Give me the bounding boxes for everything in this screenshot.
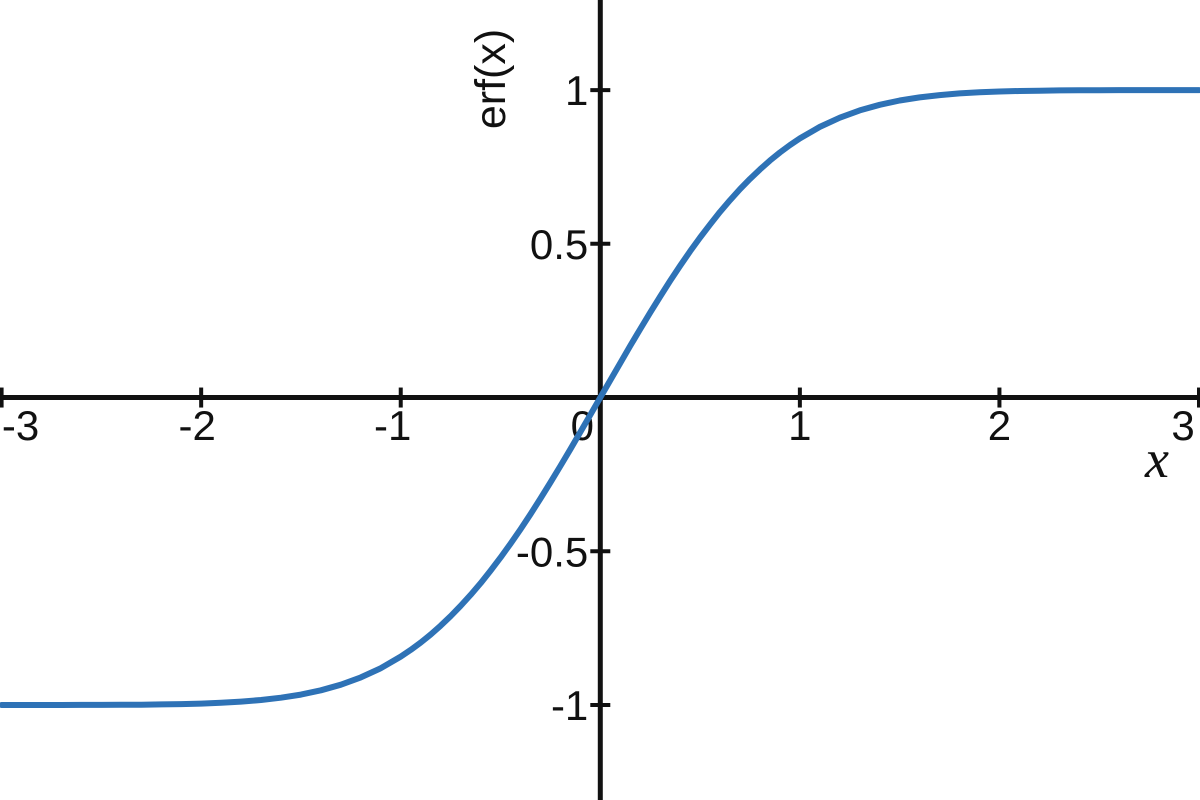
x-axis-label: x: [1144, 429, 1169, 489]
y-axis-label: erf(x): [467, 29, 515, 129]
y-tick-label: -1: [551, 682, 588, 729]
x-tick-label: -2: [178, 402, 215, 449]
x-tick-label: -3: [2, 402, 39, 449]
tick-labels-layer: -3 -2 -1 0 1 2 3-1-0.50.51: [2, 67, 1195, 729]
x-tick-label: 2: [988, 402, 1011, 449]
y-tick-label: -0.5: [516, 528, 588, 575]
x-tick-label: -1: [374, 402, 411, 449]
y-tick-label: 1: [565, 67, 588, 114]
ticks-layer: [0, 88, 1200, 707]
x-tick-label: 1: [788, 402, 811, 449]
y-tick-label: 0.5: [530, 221, 588, 268]
erf-curve: [0, 87, 1200, 708]
x-tick-label: 3: [1171, 402, 1194, 449]
